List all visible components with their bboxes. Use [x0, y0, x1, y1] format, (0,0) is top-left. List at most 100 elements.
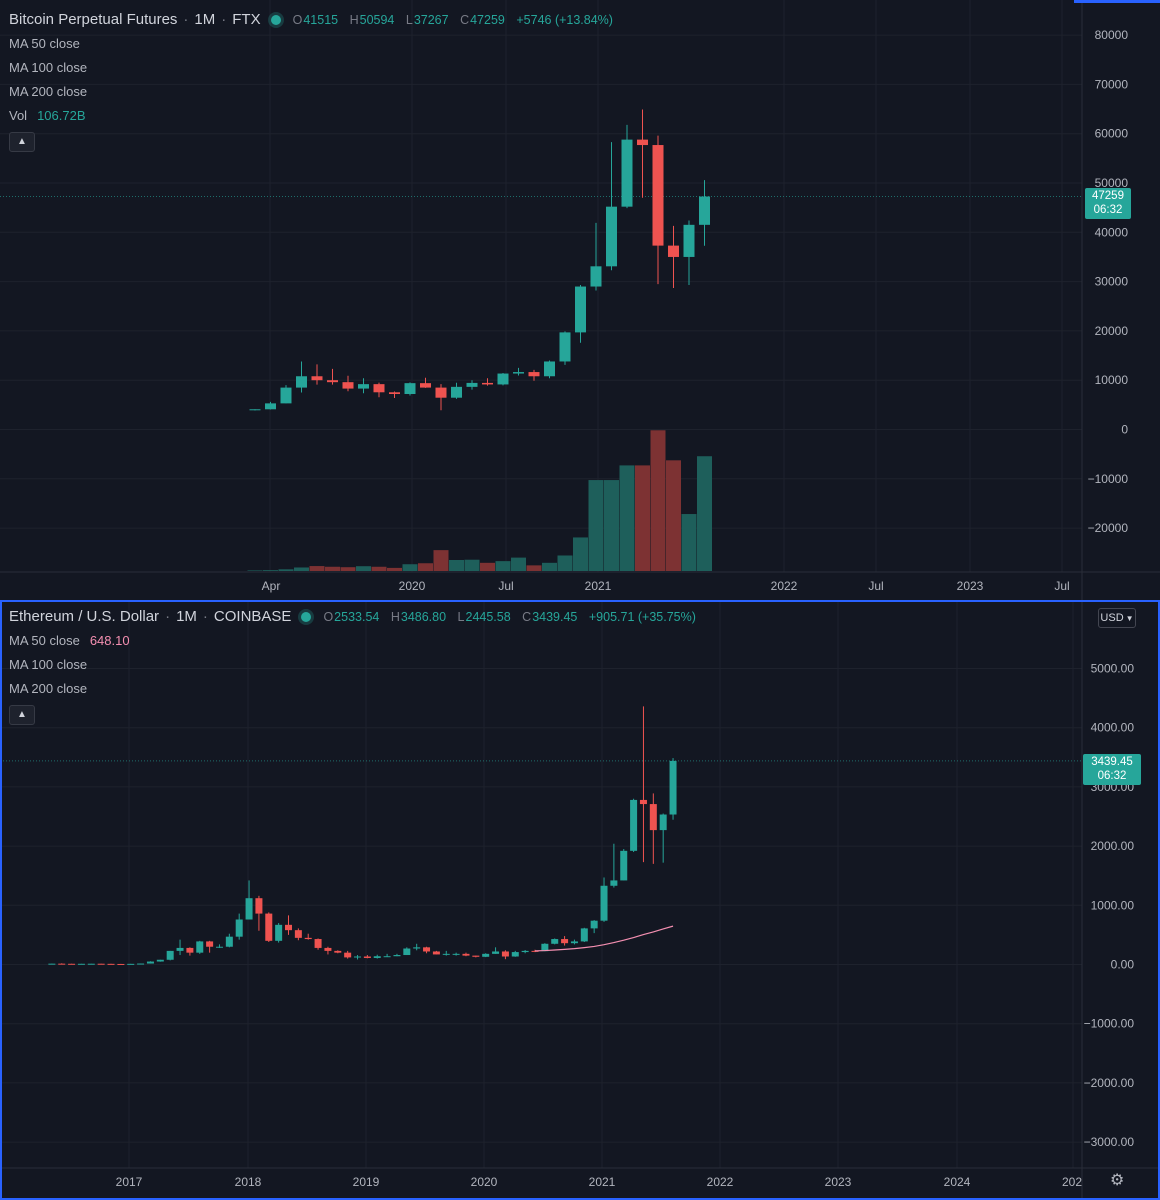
candle-body	[423, 947, 431, 952]
volume-bar	[278, 569, 294, 571]
candle-body	[544, 361, 555, 377]
time-axis-label: 2018	[235, 1175, 262, 1189]
gear-icon[interactable]: ⚙	[1110, 1172, 1125, 1189]
candle-body	[637, 139, 648, 146]
eth-symbol-title[interactable]: Ethereum / U.S. Dollar	[9, 608, 160, 625]
eth-indicator-ma100[interactable]: MA 100 close	[9, 657, 88, 672]
btc-open: 41515	[303, 13, 339, 27]
eth-indicator-ma200[interactable]: MA 200 close	[9, 681, 88, 696]
candle-body	[610, 880, 618, 886]
volume-bar	[263, 570, 278, 571]
btc-indicator-ma200[interactable]: MA 200 close	[9, 84, 88, 99]
candle-body	[334, 950, 342, 953]
price-axis-label: 70000	[1095, 77, 1129, 91]
currency-selector[interactable]: USD ▼	[1098, 608, 1136, 628]
volume-bar	[635, 465, 650, 571]
candle-body	[600, 885, 608, 921]
candle-body	[575, 286, 586, 333]
btc-indicator-ma100[interactable]: MA 100 close	[9, 60, 88, 75]
candle-body	[403, 948, 411, 956]
btc-volume-value: 106.72B	[37, 108, 86, 123]
price-axis-label: 80000	[1095, 28, 1129, 42]
candle-body	[166, 950, 174, 960]
candle-body	[659, 814, 667, 831]
candle-body	[472, 955, 480, 957]
candle-body	[668, 245, 679, 257]
candle-body	[561, 939, 569, 944]
price-axis-label: 0.00	[1111, 958, 1135, 972]
candle-body	[466, 382, 478, 387]
volume-bar	[650, 430, 666, 571]
candle-body	[235, 919, 243, 937]
candle-body	[501, 951, 509, 957]
volume-bar	[464, 559, 480, 571]
candle-body	[363, 956, 371, 958]
time-axis-label: 2022	[707, 1175, 734, 1189]
price-axis-label: −3000.00	[1084, 1135, 1135, 1149]
price-axis-label: 10000	[1095, 373, 1129, 387]
candle-body	[324, 947, 332, 951]
eth-interval[interactable]: 1M	[176, 608, 197, 625]
candle-body	[245, 898, 253, 920]
candle-body	[176, 947, 184, 951]
btc-countdown: 06:32	[1093, 204, 1123, 216]
eth-chart[interactable]: 5000.004000.003000.002000.001000.000.00−…	[0, 600, 1160, 1200]
btc-exchange[interactable]: FTX	[232, 11, 261, 28]
eth-low: 2445.58	[465, 610, 511, 624]
price-axis-label: 50000	[1095, 176, 1129, 190]
candle-body	[373, 384, 385, 393]
time-axis-label: 2017	[116, 1175, 143, 1189]
time-axis-label: 2020	[471, 1175, 498, 1189]
market-status-icon	[301, 612, 312, 622]
time-axis-label: 2019	[353, 1175, 380, 1189]
candle-body	[451, 386, 462, 398]
candle-body	[285, 924, 292, 931]
eth-chart-pane[interactable]: 5000.00 4000.00 3000.00 2000.00 1000.00 0.00−…	[0, 600, 1160, 1200]
candle-body	[137, 963, 145, 965]
btc-symbol-title[interactable]: Bitcoin Perpetual Futures	[9, 11, 178, 28]
time-axis-label: Jul	[868, 579, 883, 593]
eth-indicator-ma50[interactable]: MA 50 close 648.10	[9, 629, 704, 653]
candle-body	[432, 951, 440, 955]
candle-body	[462, 953, 470, 956]
candle-body	[590, 920, 598, 929]
volume-bar	[418, 563, 433, 571]
candle-body	[196, 941, 204, 953]
candle-body	[275, 924, 283, 941]
candle-body	[146, 961, 154, 964]
btc-close: 47259	[470, 13, 505, 27]
candle-body	[48, 963, 56, 965]
btc-collapse-legend-button[interactable]: ▲	[9, 132, 35, 152]
btc-indicator-ma50[interactable]: MA 50 close	[9, 36, 80, 51]
candle-body	[570, 941, 578, 944]
candle-body	[265, 403, 276, 410]
volume-bar	[495, 561, 511, 571]
candle-body	[620, 850, 628, 881]
volume-bar	[542, 562, 557, 571]
btc-interval[interactable]: 1M	[194, 11, 216, 28]
candle-body	[528, 372, 540, 377]
candle-body	[358, 384, 369, 389]
candle-body	[393, 955, 401, 957]
candle-body	[606, 206, 617, 267]
eth-exchange[interactable]: COINBASE	[213, 608, 292, 625]
candle-body	[435, 387, 447, 398]
candle-body	[206, 941, 214, 947]
eth-countdown: 06:32	[1097, 770, 1127, 782]
btc-indicator-volume[interactable]: Vol 106.72B	[9, 104, 621, 128]
price-axis-label: 30000	[1095, 275, 1129, 289]
candle-body	[452, 953, 460, 955]
btc-chart-pane[interactable]: 80000 70000 60000 50000 40000 30000 20000 10000…	[0, 0, 1160, 600]
candle-body	[649, 804, 657, 831]
btc-chart[interactable]: 80000 70000 60000 50000 40000 30000 20000 10000…	[0, 0, 1160, 600]
candle-body	[68, 963, 76, 965]
eth-collapse-legend-button[interactable]: ▲	[9, 705, 35, 725]
eth-title-row: Ethereum / U.S. Dollar · 1M · COINBASE O…	[9, 605, 704, 629]
candle-body	[559, 332, 571, 362]
market-status-icon	[270, 15, 281, 25]
btc-last-price-tag: 47259 06:32	[1085, 188, 1131, 219]
time-axis-label: 2022	[771, 579, 798, 593]
volume-bar	[666, 460, 681, 571]
candle-body	[255, 898, 263, 914]
chevron-up-icon: ▲	[17, 136, 27, 147]
